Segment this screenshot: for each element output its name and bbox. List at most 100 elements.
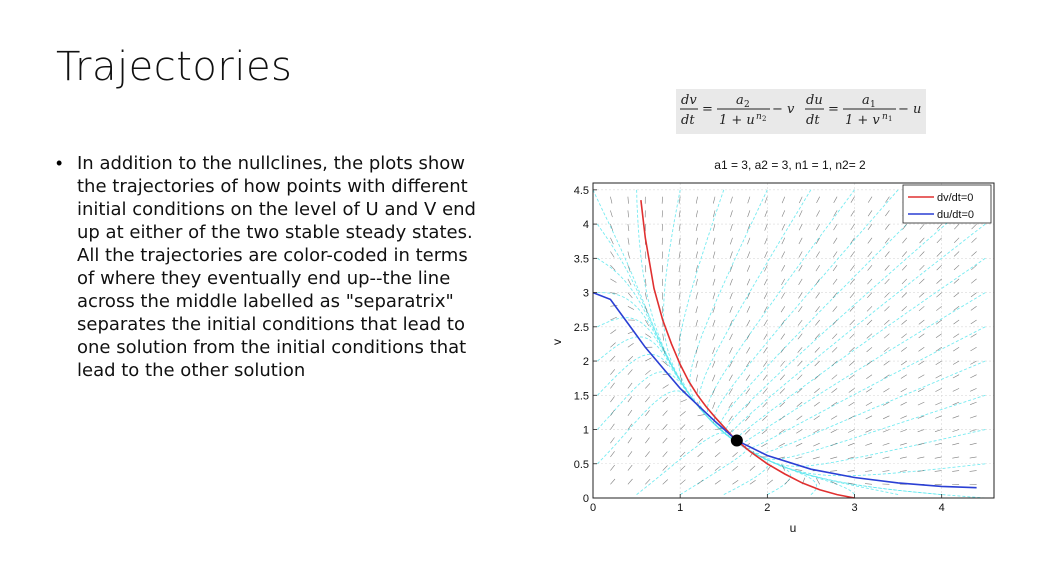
vector-arrow	[953, 278, 960, 284]
vector-arrow	[762, 415, 768, 421]
vector-arrow	[610, 196, 613, 204]
vector-arrow	[832, 251, 838, 258]
vector-arrow	[610, 278, 617, 283]
vector-arrow	[832, 306, 838, 312]
vector-arrow	[627, 355, 634, 362]
vector-arrow	[847, 456, 855, 459]
vector-arrow	[815, 237, 820, 244]
vector-arrow	[970, 360, 977, 365]
vector-arrow	[732, 479, 739, 485]
vector-arrow	[952, 442, 960, 446]
vector-arrow	[969, 442, 977, 446]
vector-arrow	[831, 401, 838, 407]
vector-arrow	[762, 388, 768, 394]
vector-arrow	[885, 196, 890, 203]
vector-arrow	[919, 251, 925, 257]
vector-arrow	[935, 347, 942, 352]
vector-arrow	[680, 479, 686, 485]
vector-arrow	[883, 388, 890, 393]
vector-arrow	[678, 278, 681, 286]
vector-arrow	[764, 223, 768, 231]
vector-arrow	[953, 251, 960, 257]
vector-arrow	[936, 278, 942, 284]
vector-arrow	[712, 265, 716, 272]
vector-arrow	[728, 401, 733, 409]
vector-arrow	[610, 423, 615, 430]
vector-arrow	[661, 237, 663, 245]
vector-arrow	[713, 196, 716, 204]
vector-arrow	[695, 210, 698, 218]
bullet-line-4: up at either of the two stable steady st…	[77, 222, 473, 243]
vector-arrow	[678, 237, 681, 245]
vector-arrow	[780, 306, 786, 313]
steady-state-point	[730, 434, 743, 447]
vector-arrow	[712, 251, 716, 259]
vector-arrow	[781, 223, 786, 231]
bullet-marker: •	[56, 153, 63, 173]
vector-arrow	[798, 251, 803, 258]
vector-arrow	[798, 265, 803, 272]
vector-arrow	[697, 414, 705, 417]
vector-arrow	[747, 210, 751, 218]
vector-arrow	[970, 388, 977, 392]
vector-arrow	[627, 396, 633, 403]
vector-arrow	[884, 306, 890, 312]
vector-arrow	[645, 383, 651, 389]
vector-arrow	[918, 292, 925, 298]
vector-arrow	[746, 347, 751, 354]
vector-arrow	[864, 470, 873, 472]
vector-arrow	[627, 369, 633, 375]
vector-arrow	[697, 451, 703, 458]
vector-arrow	[814, 388, 820, 394]
vector-arrow	[712, 319, 716, 327]
vector-arrow	[781, 237, 786, 245]
vector-arrow	[902, 237, 908, 244]
vector-arrow	[884, 223, 890, 230]
vector-arrow	[678, 196, 681, 204]
vector-arrow	[627, 306, 635, 310]
equals-sign: =	[702, 102, 713, 117]
vector-arrow	[830, 456, 838, 460]
vector-arrow	[970, 333, 977, 338]
vector-arrow	[865, 442, 873, 446]
vector-arrow	[645, 306, 648, 313]
legend-box	[902, 184, 992, 224]
vector-arrow	[697, 479, 704, 485]
vector-arrow	[645, 369, 651, 375]
vector-arrow	[953, 264, 960, 271]
vector-arrow	[831, 388, 838, 393]
bullet-text: In addition to the nullclines, the plots…	[77, 152, 476, 382]
vector-arrow	[867, 210, 873, 217]
vector-arrow	[728, 388, 733, 395]
vector-arrow	[953, 333, 960, 338]
vector-arrow	[867, 265, 873, 271]
vector-arrow	[849, 360, 855, 366]
vector-arrow	[849, 333, 855, 339]
vector-arrow	[662, 465, 668, 471]
bullet-line-9: one solution from the initial conditions…	[77, 337, 467, 358]
vector-arrow	[795, 456, 803, 460]
vector-arrow	[778, 442, 785, 447]
vector-arrow	[695, 224, 698, 231]
vector-arrow	[795, 469, 803, 471]
vector-arrow	[797, 333, 803, 340]
vector-arrow	[900, 360, 907, 366]
vector-arrow	[833, 237, 838, 244]
vector-arrow	[936, 306, 942, 311]
vector-arrow	[749, 451, 755, 458]
vector-arrow	[919, 237, 925, 244]
vector-arrow	[680, 411, 686, 417]
vector-arrow	[695, 333, 698, 341]
bullet-line-1: In addition to the nullclines, the plots…	[77, 153, 465, 174]
vector-arrow	[953, 306, 960, 311]
vector-arrow	[816, 223, 820, 231]
vector-arrow	[610, 451, 615, 458]
vector-arrow	[795, 442, 803, 447]
vector-arrow	[746, 333, 751, 340]
vector-arrow	[867, 292, 873, 299]
bullet-point: • In addition to the nullclines, the plo…	[56, 152, 496, 382]
vector-arrow	[678, 292, 681, 300]
trajectory-line	[706, 189, 855, 441]
vector-arrow	[627, 278, 632, 286]
x-tick-label: 1	[677, 502, 683, 514]
